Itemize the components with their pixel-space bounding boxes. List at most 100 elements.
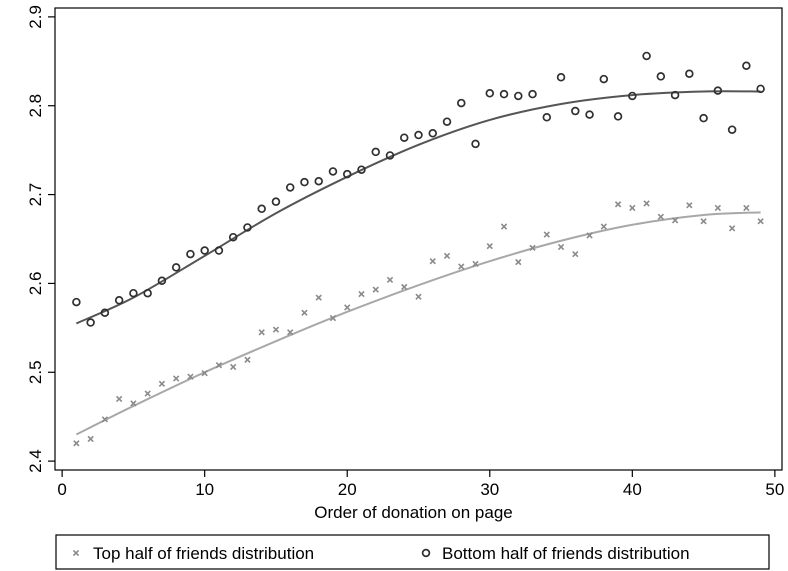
- marker-stroke: [557, 243, 565, 251]
- data-point: [372, 286, 379, 293]
- data-point: [173, 375, 180, 382]
- data-point: [471, 139, 480, 149]
- data-point: [287, 329, 294, 336]
- marker-stroke: [443, 252, 451, 260]
- marker-stroke: [757, 218, 764, 225]
- marker-stroke: [258, 329, 265, 336]
- data-point: [571, 106, 580, 116]
- data-point: [500, 223, 508, 230]
- data-point: [542, 113, 552, 122]
- marker-stroke: [643, 200, 650, 207]
- data-point: [357, 165, 366, 174]
- x-tick-label: 50: [765, 480, 784, 499]
- marker-stroke: [144, 390, 151, 397]
- marker-stroke: [215, 361, 223, 369]
- data-point: [429, 258, 436, 265]
- data-point: [228, 232, 238, 242]
- data-point: [158, 380, 166, 387]
- marker-stroke: [73, 440, 80, 447]
- data-point: [743, 204, 750, 212]
- data-point: [271, 197, 281, 206]
- fit-line: [75, 211, 761, 436]
- plot-border: [54, 7, 783, 471]
- y-tick-label: 2.9: [26, 5, 45, 29]
- marker-stroke: [543, 231, 550, 238]
- data-point: [728, 225, 736, 232]
- data-point: [114, 296, 124, 305]
- data-point: [300, 177, 309, 187]
- y-tick-label: 2.5: [26, 360, 45, 384]
- data-point: [257, 204, 266, 214]
- data-point: [215, 361, 223, 369]
- marker-stroke: [358, 290, 365, 298]
- data-point: [486, 242, 493, 250]
- legend-label: Top half of friends distribution: [93, 544, 314, 563]
- data-point: [656, 72, 666, 81]
- data-point: [514, 91, 523, 101]
- marker-stroke: [87, 435, 94, 443]
- data-point: [556, 73, 566, 82]
- marker-stroke: [472, 260, 479, 268]
- data-point: [629, 204, 636, 212]
- legend-marker: [72, 549, 80, 557]
- data-point: [742, 61, 751, 70]
- data-point: [613, 112, 623, 121]
- data-point: [614, 201, 622, 208]
- series-1: [72, 51, 765, 327]
- data-point: [87, 435, 94, 443]
- x-tick-label: 30: [480, 480, 499, 499]
- marker-stroke: [500, 223, 508, 230]
- marker-stroke: [486, 242, 493, 250]
- data-point: [585, 110, 594, 119]
- legend-label: Bottom half of friends distribution: [442, 544, 690, 563]
- data-point: [586, 232, 593, 239]
- data-point: [101, 416, 109, 423]
- data-point: [143, 288, 152, 298]
- data-point: [414, 130, 423, 140]
- marker-stroke: [458, 263, 465, 270]
- x-axis: 0 10 20 30 40 50: [57, 470, 784, 499]
- data-point: [401, 283, 408, 291]
- marker-stroke: [386, 276, 394, 284]
- data-point: [457, 98, 466, 108]
- data-point: [642, 51, 651, 61]
- data-point: [171, 263, 181, 272]
- marker-stroke: [344, 304, 351, 311]
- data-point: [358, 290, 365, 298]
- data-point: [670, 90, 680, 100]
- data-point: [686, 202, 693, 209]
- data-point: [187, 373, 194, 380]
- data-point: [258, 329, 265, 336]
- marker-stroke: [72, 549, 80, 557]
- data-point: [328, 167, 338, 176]
- data-point: [129, 288, 138, 298]
- data-point: [344, 304, 351, 311]
- data-point: [315, 294, 322, 301]
- y-axis: 2.4 2.5 2.6 2.7 2.8 2.9: [26, 5, 55, 473]
- data-point: [186, 249, 195, 259]
- data-point: [73, 440, 80, 447]
- data-point: [428, 129, 438, 138]
- data-point: [599, 74, 609, 84]
- marker-stroke: [158, 380, 166, 387]
- marker-stroke: [101, 416, 109, 423]
- data-point: [386, 276, 394, 284]
- marker-stroke: [714, 204, 722, 212]
- data-point: [442, 117, 452, 126]
- x-axis-title: Order of donation on page: [314, 503, 512, 522]
- data-point: [628, 91, 637, 101]
- data-point: [200, 246, 209, 255]
- data-point: [643, 200, 650, 207]
- data-point: [244, 356, 251, 363]
- data-point: [700, 218, 707, 225]
- data-point: [214, 246, 224, 255]
- marker-stroke: [315, 294, 322, 301]
- marker-stroke: [415, 293, 422, 300]
- data-point: [243, 223, 252, 232]
- marker-stroke: [686, 202, 693, 209]
- x-tick-label: 0: [57, 480, 66, 499]
- marker-stroke: [572, 250, 579, 258]
- marker-stroke: [173, 375, 180, 382]
- data-point: [671, 217, 679, 224]
